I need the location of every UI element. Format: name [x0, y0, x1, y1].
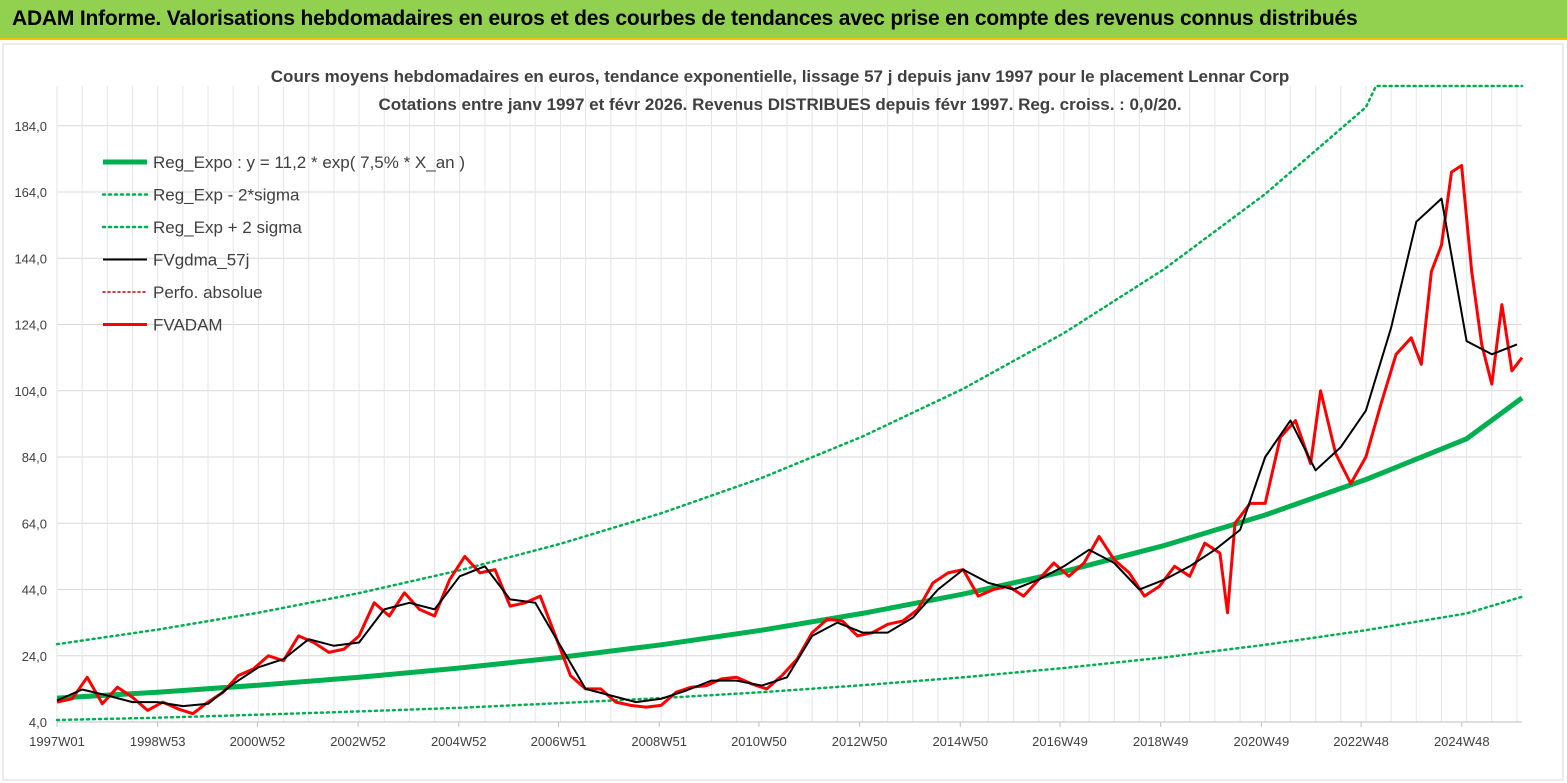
x-tick-label: 2014W50 — [932, 734, 988, 749]
y-axis-ticks: 4,0 24,0 44,0 64,0 84,0 104,0 124,0 144,0 164,0 1… — [14, 119, 47, 730]
legend-label: FVgdma_57j — [153, 251, 249, 270]
x-tick-label: 2008W51 — [631, 734, 687, 749]
x-tick-label: 2022W48 — [1333, 734, 1389, 749]
reg-exp-plus-2sigma-line — [55, 84, 1524, 646]
title-banner: ADAM Informe. Valorisations hebdomadaire… — [0, 0, 1567, 40]
y-tick-label: 4,0 — [29, 715, 47, 730]
x-axis-ticks: 1997W01 1998W53 2000W52 2002W52 2004W52 2006W… — [29, 722, 1490, 749]
reg-exp-minus-2sigma-line — [55, 595, 1524, 722]
x-tick-label: 2006W51 — [531, 734, 587, 749]
x-tick-label: 2012W50 — [832, 734, 888, 749]
x-tick-label: 2016W49 — [1032, 734, 1088, 749]
x-tick-label: 2018W49 — [1133, 734, 1189, 749]
y-tick-label: 164,0 — [14, 185, 47, 200]
y-tick-label: 184,0 — [14, 119, 47, 134]
y-tick-label: 144,0 — [14, 251, 47, 266]
x-tick-label: 2010W50 — [731, 734, 787, 749]
fvgdma-57j-line — [56, 197, 1518, 708]
chart-area: Cours moyens hebdomadaires en euros, ten… — [2, 43, 1564, 781]
x-tick-label: 2020W49 — [1234, 734, 1290, 749]
legend: Reg_Expo : y = 11,2 * exp( 7,5% * X_an )… — [101, 153, 465, 335]
legend-label: Reg_Exp + 2 sigma — [153, 218, 302, 237]
chart-frame — [2, 43, 1564, 781]
x-tick-label: 2000W52 — [230, 734, 286, 749]
x-tick-label: 2002W52 — [330, 734, 386, 749]
y-tick-label: 84,0 — [22, 450, 47, 465]
x-tick-label: 1997W01 — [29, 734, 85, 749]
gridlines — [56, 86, 1522, 723]
y-tick-label: 124,0 — [14, 318, 47, 333]
chart-title: Cours moyens hebdomadaires en euros, ten… — [271, 67, 1289, 86]
legend-label: FVADAM — [153, 316, 223, 335]
x-tick-label: 2004W52 — [431, 734, 487, 749]
chart-subtitle: Cotations entre janv 1997 et févr 2026. … — [378, 95, 1181, 114]
y-tick-label: 104,0 — [14, 384, 47, 399]
y-tick-label: 64,0 — [22, 516, 47, 531]
legend-label: Reg_Exp - 2*sigma — [153, 186, 300, 205]
legend-label: Perfo. absolue — [153, 283, 263, 302]
x-tick-label: 1998W53 — [130, 734, 186, 749]
legend-label: Reg_Expo : y = 11,2 * exp( 7,5% * X_an ) — [153, 153, 465, 172]
y-tick-label: 24,0 — [22, 649, 47, 664]
y-tick-label: 44,0 — [22, 583, 47, 598]
report-title: ADAM Informe. Valorisations hebdomadaire… — [12, 7, 1358, 30]
x-tick-label: 2024W48 — [1434, 734, 1490, 749]
series-lines — [55, 84, 1524, 722]
reg-expo-line — [56, 395, 1524, 701]
fvadam-line — [56, 164, 1524, 716]
